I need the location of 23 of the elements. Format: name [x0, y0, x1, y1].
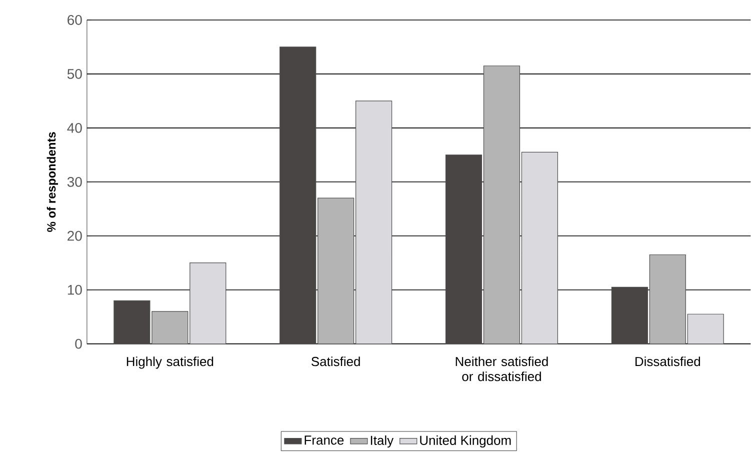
y-tick-label: 20 [68, 231, 82, 241]
bar [649, 254, 686, 344]
y-tick-label: 30 [67, 177, 82, 187]
x-tick-label: Highly satisfied [126, 356, 214, 369]
x-tick-label: Dissatisfied [635, 356, 700, 366]
legend-label: France [304, 436, 344, 445]
legend-label: United Kingdom [420, 436, 511, 448]
bar [356, 100, 392, 344]
x-tick-label: Satisfied [312, 356, 360, 366]
y-axis-title: % of respondents [46, 132, 58, 232]
y-tick-label: 40 [67, 123, 82, 134]
y-tick-label: 50 [67, 69, 82, 80]
x-tick-label: Neither satisfied or dissatisfied [456, 356, 548, 382]
legend-label: Italy [370, 436, 394, 448]
bar [687, 314, 724, 344]
y-tick-label: 60 [68, 15, 82, 26]
bar [190, 262, 226, 344]
bar [483, 66, 520, 344]
y-tick-label: 10 [68, 285, 82, 295]
bar [521, 152, 558, 344]
bar [318, 198, 354, 344]
y-tick-label: 0 [75, 338, 82, 349]
bar [152, 311, 188, 344]
